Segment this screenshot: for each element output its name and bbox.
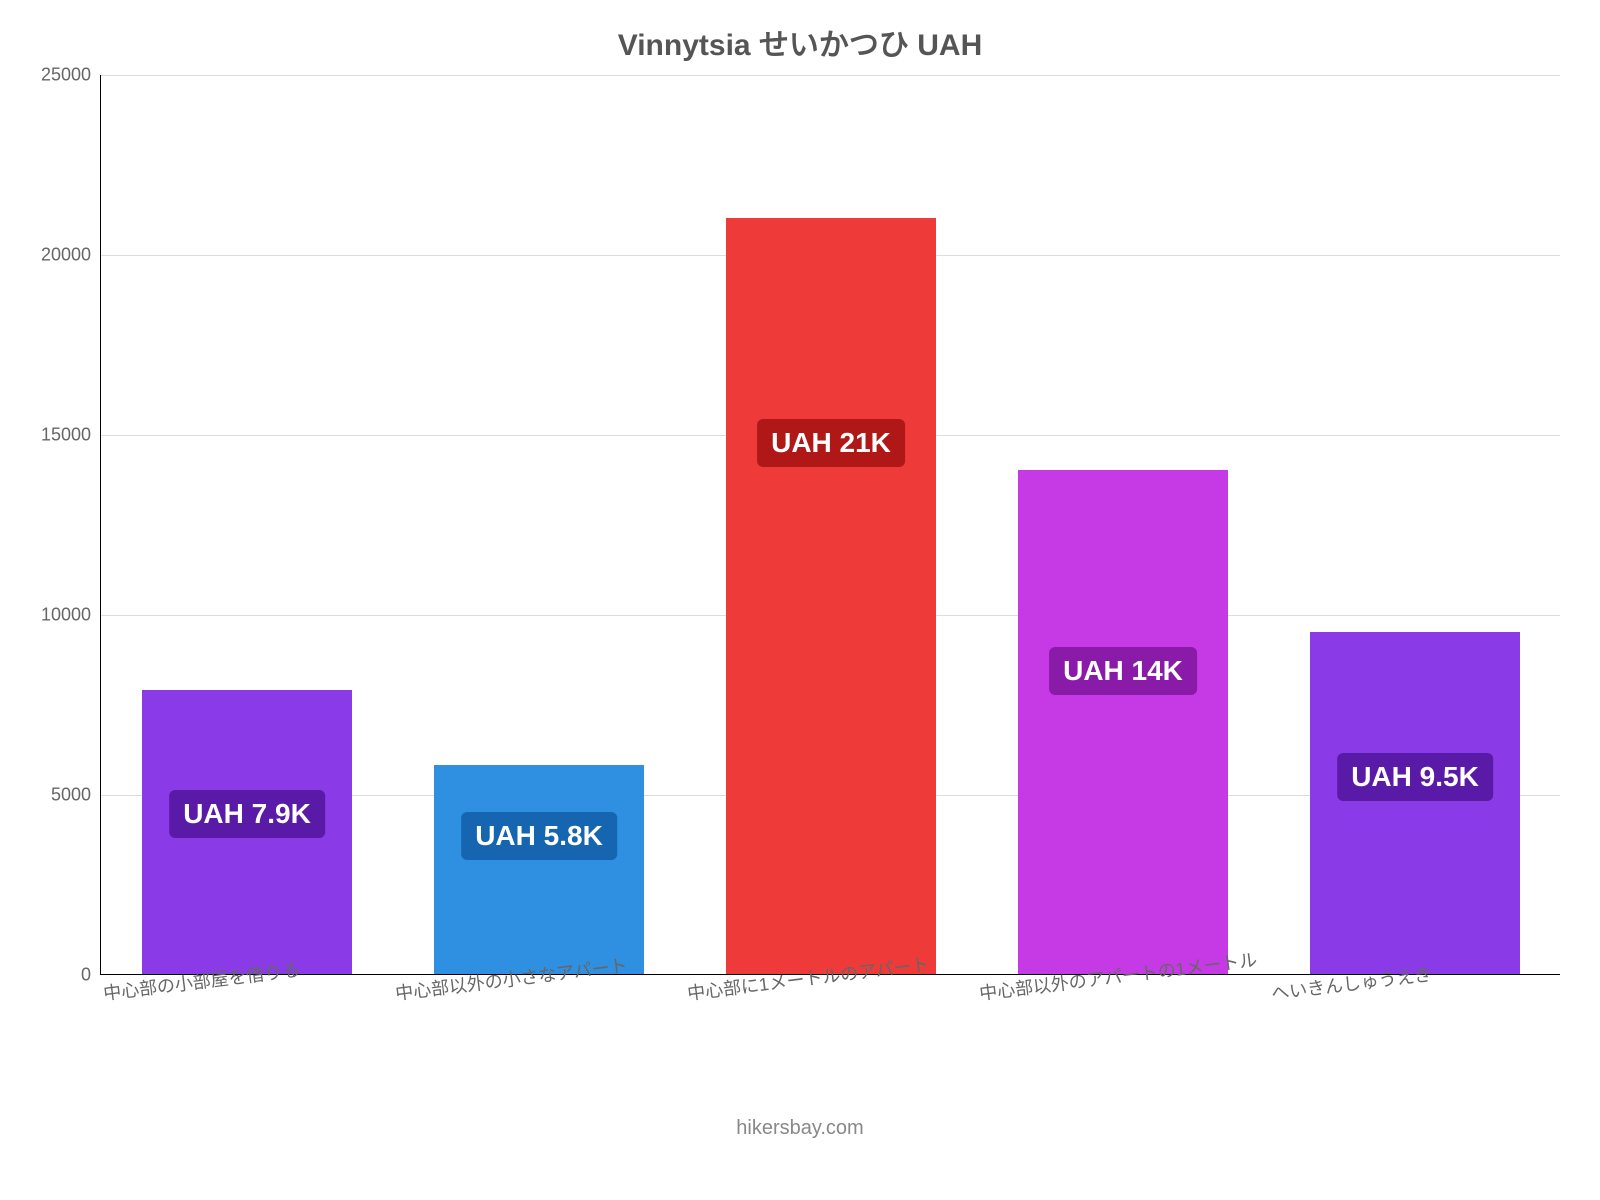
footer-credit: hikersbay.com: [0, 1117, 1600, 1140]
bar-value-label: UAH 9.5K: [1337, 753, 1493, 801]
bar-value-label: UAH 7.9K: [169, 790, 325, 838]
bar-value-label: UAH 5.8K: [461, 812, 617, 860]
bar: [1310, 632, 1520, 974]
bar: [1018, 470, 1228, 974]
y-tick-label: 10000: [41, 605, 101, 626]
gridline: [101, 75, 1560, 76]
y-tick-label: 25000: [41, 65, 101, 86]
y-tick-label: 15000: [41, 425, 101, 446]
bar-value-label: UAH 21K: [757, 419, 905, 467]
chart-title: Vinnytsia せいかつひ UAH: [0, 20, 1600, 64]
y-tick-label: 20000: [41, 245, 101, 266]
y-tick-label: 0: [81, 965, 101, 986]
y-tick-label: 5000: [51, 785, 101, 806]
bar: [726, 218, 936, 974]
bar: [434, 765, 644, 974]
chart-container: Vinnytsia せいかつひ UAH 05000100001500020000…: [0, 0, 1600, 1200]
bar-value-label: UAH 14K: [1049, 647, 1197, 695]
plot-area: 0500010000150002000025000UAH 7.9K中心部の小部屋…: [100, 75, 1560, 975]
